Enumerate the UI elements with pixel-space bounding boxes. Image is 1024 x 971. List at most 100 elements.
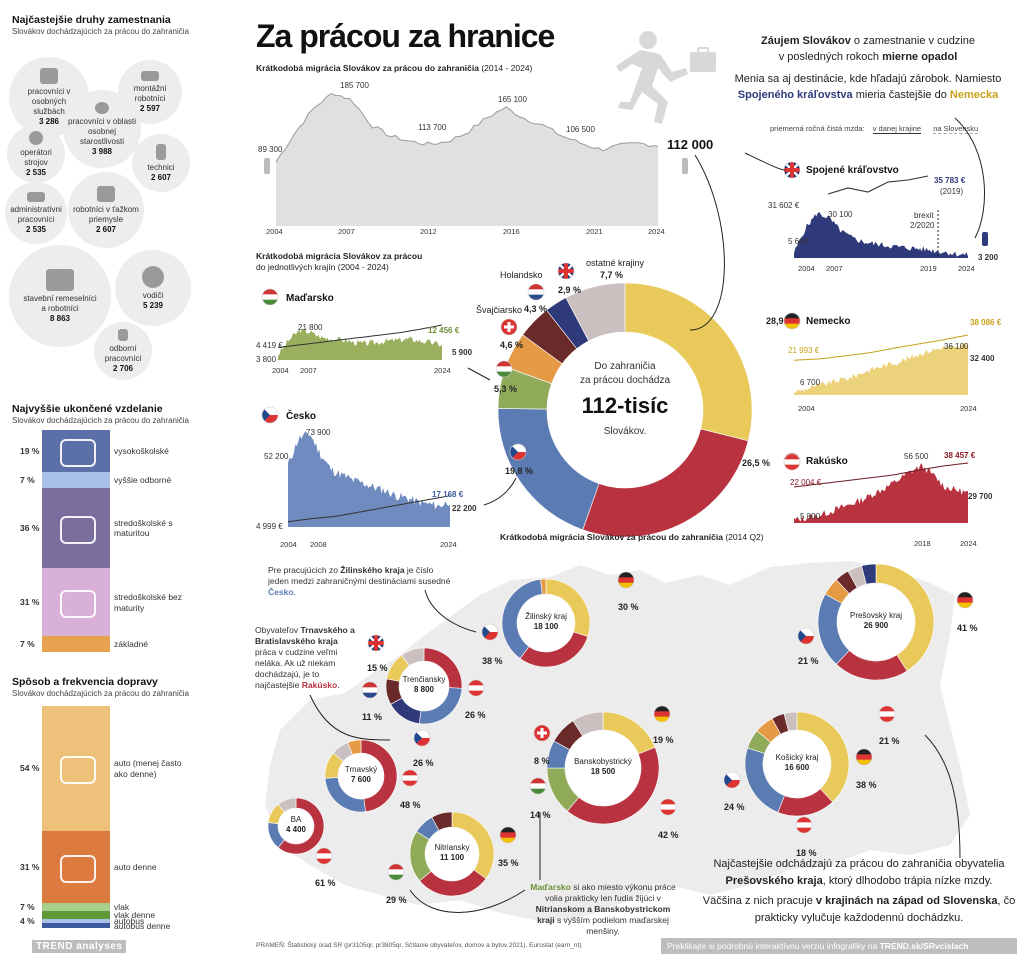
- flag-cz-icon: [261, 406, 279, 424]
- region-donut-slice: [572, 711, 604, 737]
- flag-ch-icon: [500, 318, 518, 336]
- flag-body: [262, 407, 278, 423]
- flag-cross: [558, 269, 574, 273]
- region-value: 18 500: [590, 767, 616, 777]
- transport-segment: [42, 830, 110, 903]
- flag-stripe: [402, 770, 418, 776]
- transport-label: auto denne: [114, 861, 157, 872]
- transport-segment: [42, 918, 110, 924]
- person-icon: [264, 158, 270, 174]
- flag-triangle: [414, 730, 422, 746]
- chart-label: 2018: [914, 539, 931, 548]
- education-segment: [42, 472, 110, 488]
- region-name: Trenčiansky: [402, 675, 446, 684]
- flag-cross: [537, 731, 547, 735]
- data-label: 185 700: [340, 81, 369, 90]
- chart-label: 56 500: [904, 452, 929, 461]
- connector-arrow: [483, 477, 517, 506]
- occupation-bubble: vodiči 5 239: [115, 250, 191, 326]
- flag-stripe: [784, 464, 800, 470]
- region-pct-label: 42 %: [658, 830, 679, 840]
- donut-hole: [837, 583, 915, 661]
- chart-label: Česko: [286, 409, 316, 422]
- flag-stripe: [784, 454, 800, 460]
- transport-pct: 31 %: [20, 861, 40, 872]
- flag-outline: [956, 591, 974, 609]
- flag-stripe: [796, 817, 812, 823]
- flag-stripe: [316, 853, 332, 860]
- flag-body: [368, 635, 384, 651]
- chart-label: 6 700: [800, 378, 821, 387]
- person-icon: [682, 158, 688, 174]
- trend-link[interactable]: TREND.sk/SRvcislach: [879, 941, 969, 951]
- data-label: 89 300: [258, 145, 283, 154]
- chart-label: 38 086 €: [970, 318, 1002, 327]
- flag-stripe: [482, 624, 498, 633]
- factory-icon: [97, 185, 115, 202]
- flag-stripe: [510, 444, 526, 453]
- data-label: 106 500: [566, 125, 595, 134]
- region-donut-slice: [277, 797, 297, 813]
- intro-text-1: Záujem Slovákov o zamestnanie v cudzine …: [760, 35, 975, 63]
- flag-cz-icon: [481, 623, 499, 641]
- flag-stripe: [316, 848, 332, 854]
- flag-stripe: [798, 636, 814, 644]
- flag-stripe: [879, 716, 895, 722]
- main-end-value: 112 000: [667, 137, 714, 152]
- flag-body: [784, 454, 800, 470]
- donut-hole: [338, 753, 384, 799]
- x-tick-label: 2016: [503, 227, 520, 236]
- region-pct-label: 30 %: [618, 602, 639, 612]
- region-donut-slice: [540, 578, 547, 595]
- chart-label: Rakúsko: [806, 456, 848, 467]
- education-segment: [42, 636, 110, 652]
- flag-outline: [723, 771, 741, 789]
- note-trnava: Obyvateľov Trnavského a Bratislavského k…: [255, 625, 355, 691]
- flag-stripe: [879, 706, 895, 712]
- flag-hu-icon: [529, 777, 547, 795]
- transport-pct: 54 %: [20, 763, 40, 774]
- data-label: 113 700: [418, 123, 447, 132]
- flag-body: [316, 848, 332, 864]
- region-value: 8 800: [413, 685, 435, 695]
- wage-line: [287, 495, 451, 523]
- flag-stripe: [724, 780, 740, 788]
- region-name: Žilinský kraj: [525, 612, 567, 621]
- flag-uk-icon: [557, 262, 575, 280]
- region-value: 11 100: [439, 853, 465, 863]
- chart-label: 22 200: [452, 504, 477, 513]
- flag-outline: [495, 360, 513, 378]
- region-pct-label: 61 %: [315, 878, 336, 888]
- donut-pct-label: 19,8 %: [505, 466, 534, 476]
- flag-de-icon: [855, 748, 873, 766]
- flag-stripe: [957, 602, 973, 608]
- donut-center-text: Do zahraničia za prácou dochádza 112-tis…: [579, 361, 671, 437]
- flag-cz-icon: [723, 771, 741, 789]
- flag-stripe: [414, 738, 430, 746]
- flag-outline: [617, 571, 635, 589]
- region-label: Trnavský 7 600: [321, 765, 401, 786]
- flag-de-icon: [783, 312, 801, 330]
- region-pct-label: 48 %: [400, 800, 421, 810]
- transport-title: Spôsob a frekvencia dopravy: [12, 676, 158, 688]
- chart-label: 2019: [920, 264, 937, 273]
- flag-stripe: [784, 323, 800, 329]
- flag-hu-icon: [387, 863, 405, 881]
- page-title: Za prácou za hranice: [256, 18, 555, 54]
- source-note: PRAMEŇ: Štatistický úrad SR (pr3105qr, p…: [256, 942, 582, 949]
- region-pct-label: 26 %: [465, 710, 486, 720]
- occupation-bubble: pracovníci v oblasti osobnej starostlivo…: [63, 90, 141, 168]
- interactive-link-banner[interactable]: Preklikajte si podrobnú interaktívnu ver…: [661, 938, 1017, 954]
- region-pct-label: 14 %: [530, 810, 551, 820]
- chart-label: brexit: [914, 211, 934, 220]
- scissors-icon: [40, 67, 58, 84]
- region-value: 18 100: [533, 622, 559, 632]
- region-pct-label: 19 %: [653, 735, 674, 745]
- x-tick-label: 2024: [648, 227, 665, 236]
- car-icon: [60, 756, 96, 785]
- connector-arrow: [924, 734, 961, 859]
- flag-outline: [653, 705, 671, 723]
- care-icon: [95, 101, 109, 114]
- flag-outline: [783, 453, 801, 471]
- occupation-bubble: robotníci v ťažkom priemysle 2 607: [68, 172, 144, 248]
